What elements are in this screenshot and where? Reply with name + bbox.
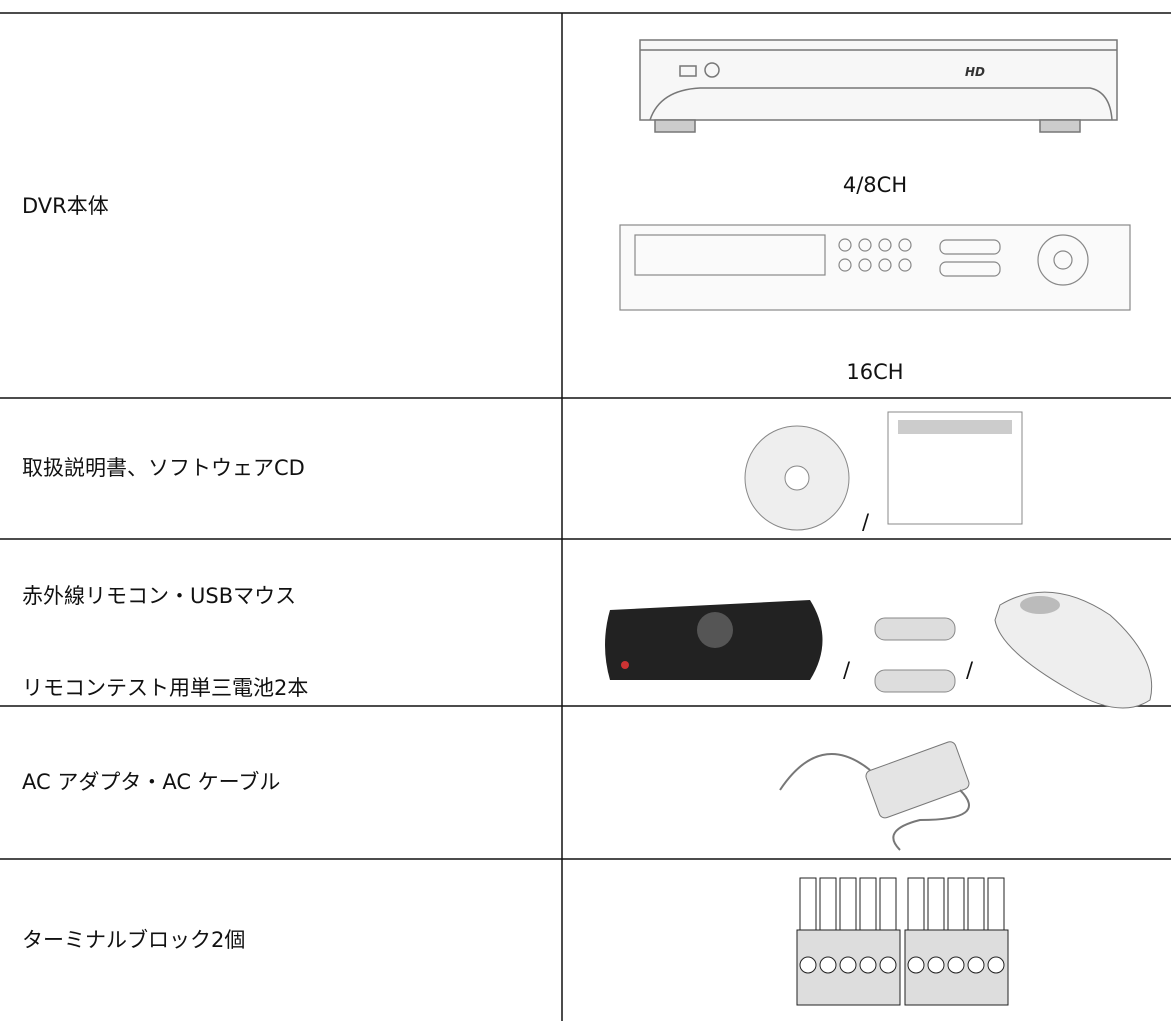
separator: /	[843, 658, 851, 682]
dvr-large	[619, 224, 1131, 311]
caption: 16CH	[846, 360, 904, 384]
cd-and-manual	[744, 411, 1023, 531]
dvr-small: HD	[639, 39, 1118, 133]
separator: /	[966, 658, 974, 682]
row-label: リモコンテスト用単三電池2本	[22, 676, 309, 700]
separator: /	[862, 510, 870, 534]
row-label: 赤外線リモコン・USBマウス	[22, 584, 297, 608]
terminal-blocks	[796, 877, 1009, 1006]
table-lines	[0, 12, 1171, 1021]
caption: 4/8CH	[842, 173, 908, 197]
row-label: DVR本体	[22, 194, 109, 218]
ac-adapter	[779, 741, 970, 851]
remote-batteries-mouse	[605, 591, 1153, 709]
row-label: AC アダプタ・AC ケーブル	[22, 770, 281, 794]
row-label: ターミナルブロック2個	[22, 928, 246, 952]
svg-text:HD: HD	[965, 65, 985, 79]
row-label: 取扱説明書、ソフトウェアCD	[22, 456, 305, 480]
